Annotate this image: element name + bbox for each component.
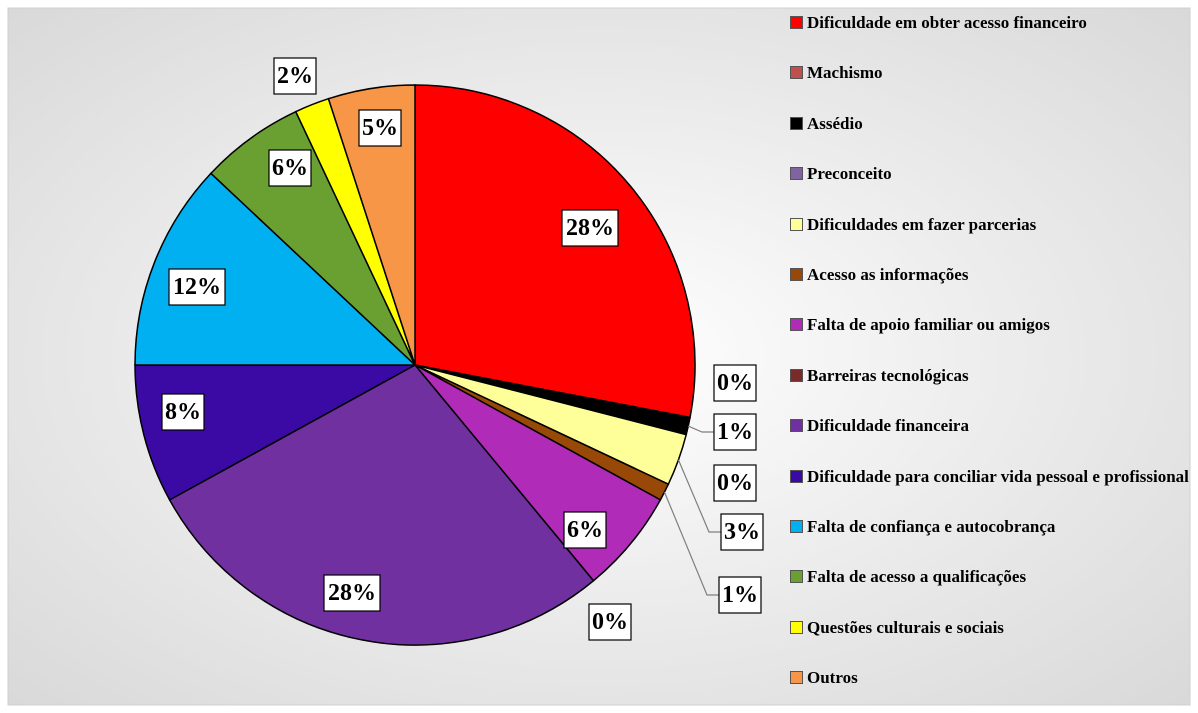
- data-label: 28%: [328, 580, 376, 606]
- label-box: [323, 574, 381, 612]
- data-label: 6%: [272, 155, 308, 181]
- data-label: 1%: [722, 582, 758, 608]
- legend-label: Assédio: [807, 113, 863, 133]
- leader-line: [677, 459, 721, 533]
- legend-label: Questões culturais e sociais: [807, 617, 1004, 637]
- pie-slice: [327, 84, 416, 366]
- label-box: [358, 109, 402, 147]
- label-box: [268, 149, 312, 187]
- legend-swatch: [790, 16, 803, 29]
- legend-swatch: [790, 66, 803, 80]
- label-box: [561, 209, 619, 247]
- legend-swatch: [790, 570, 803, 584]
- legend-item: Falta de confiança e autocobrança: [790, 518, 1190, 536]
- legend-swatch: [790, 268, 803, 281]
- label-box: [161, 393, 205, 431]
- legend-label: Dificuldade para conciliar vida pessoal …: [807, 466, 1189, 486]
- legend-item: Barreiras tecnológicas: [790, 365, 1190, 385]
- legend-label: Falta de acesso a qualificações: [807, 567, 1027, 587]
- legend-swatch: [790, 469, 803, 483]
- legend-item: Dificuldades em fazer parcerias: [790, 214, 1190, 234]
- data-label: 3%: [724, 519, 760, 545]
- legend-label: Preconceito: [807, 164, 892, 184]
- legend-swatch: [790, 671, 803, 685]
- pie-slice: [168, 364, 595, 646]
- legend-item: Falta de apoio familiar ou amigos: [790, 316, 1190, 334]
- data-label: 5%: [362, 115, 398, 141]
- data-label: 28%: [566, 215, 614, 241]
- label-box: [563, 511, 607, 549]
- legend-item: Dificuldade financeira: [790, 417, 1190, 435]
- label-box: [713, 464, 757, 502]
- label-box: [713, 364, 757, 402]
- legend-item: Outros: [790, 669, 1190, 687]
- data-label: 2%: [277, 63, 313, 89]
- leader-line: [663, 491, 719, 596]
- legend-swatch: [790, 520, 803, 533]
- legend-item: Dificuldade para conciliar vida pessoal …: [790, 466, 1190, 486]
- legend-label: Outros: [807, 668, 858, 688]
- label-box: [588, 603, 632, 641]
- legend-swatch: [790, 318, 803, 332]
- legend-swatch: [790, 368, 803, 382]
- legend-item: Acesso as informações: [790, 266, 1190, 284]
- legend-label: Machismo: [807, 63, 883, 83]
- label-box: [168, 268, 226, 306]
- legend-item: Dificuldade em obter acesso financeiro: [790, 14, 1190, 32]
- leader-line: [688, 425, 714, 433]
- legend-swatch: [790, 419, 803, 433]
- legend-label: Dificuldade financeira: [807, 416, 969, 436]
- legend-label: Acesso as informações: [807, 265, 969, 284]
- legend-item: Assédio: [790, 113, 1190, 133]
- data-label: 8%: [165, 399, 201, 425]
- data-label: 6%: [567, 517, 603, 543]
- pie-slice: [414, 84, 696, 419]
- legend-swatch: [790, 167, 803, 181]
- label-box: [713, 413, 757, 451]
- legend-label: Dificuldades em fazer parcerias: [807, 214, 1037, 234]
- data-label: 1%: [717, 419, 753, 445]
- data-label: 0%: [717, 370, 753, 396]
- legend-label: Falta de confiança e autocobrança: [807, 517, 1056, 536]
- legend-label: Falta de apoio familiar ou amigos: [807, 315, 1050, 335]
- legend-item: Preconceito: [790, 165, 1190, 183]
- label-box: [718, 576, 762, 614]
- legend-item: Falta de acesso a qualificações: [790, 568, 1190, 586]
- data-label: 0%: [717, 470, 753, 496]
- legend-item: Questões culturais e sociais: [790, 617, 1190, 637]
- legend-swatch: [790, 116, 803, 130]
- legend-swatch: [790, 620, 803, 634]
- legend-item: Machismo: [790, 64, 1190, 82]
- data-label: 12%: [173, 274, 221, 300]
- data-label: 0%: [592, 609, 628, 635]
- pie-slice: [134, 172, 417, 366]
- legend-label: Barreiras tecnológicas: [807, 365, 969, 385]
- legend-label: Dificuldade em obter acesso financeiro: [807, 13, 1087, 32]
- legend-swatch: [790, 217, 803, 231]
- pie-slice: [134, 364, 416, 501]
- label-box: [273, 57, 317, 95]
- label-box: [720, 513, 764, 551]
